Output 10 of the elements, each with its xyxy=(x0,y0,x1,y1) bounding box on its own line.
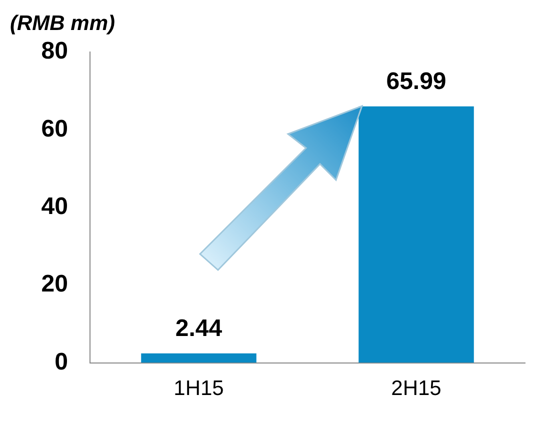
y-tick-label: 0 xyxy=(54,348,68,376)
data-label: 2.44 xyxy=(175,314,223,342)
x-tick-label: 2H15 xyxy=(391,377,442,400)
y-tick-label: 20 xyxy=(41,270,68,298)
y-axis-title: (RMB mm) xyxy=(10,12,115,36)
y-tick-label: 60 xyxy=(41,115,68,142)
x-tick-label: 1H15 xyxy=(174,377,224,400)
data-label: 65.99 xyxy=(386,68,446,96)
y-tick-label: 40 xyxy=(41,193,68,220)
y-tick-label: 80 xyxy=(41,38,68,65)
